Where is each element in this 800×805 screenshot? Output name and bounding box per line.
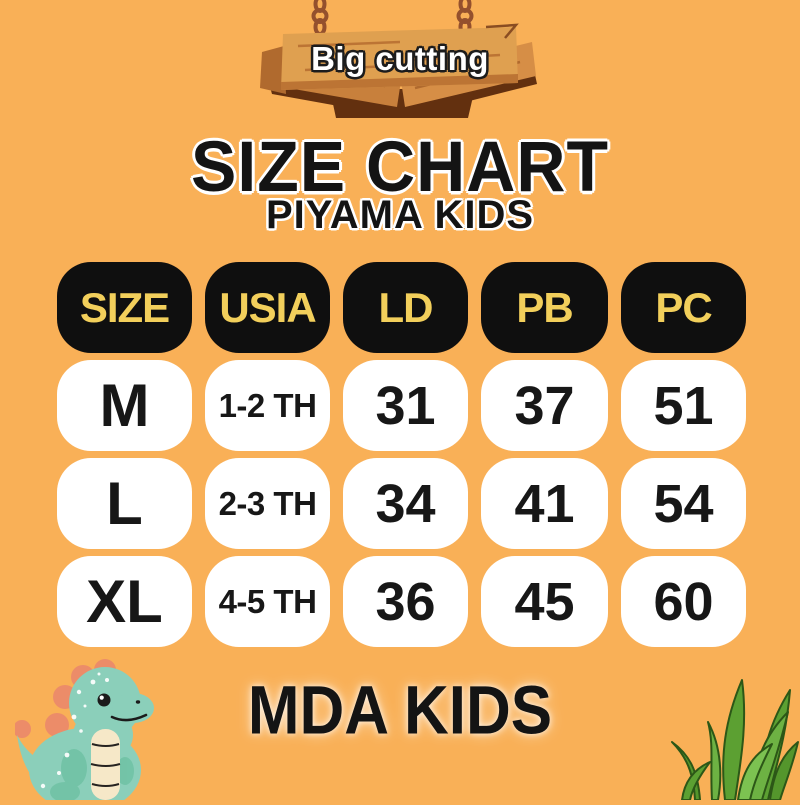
header-cell-size: SIZE (57, 262, 192, 353)
cell-pc-l: 54 (621, 458, 746, 549)
cell-ld-xl: 36 (343, 556, 468, 647)
header-cell-ld: LD (343, 262, 468, 353)
header-cell-usia: USIA (205, 262, 330, 353)
cell-pc-xl: 60 (621, 556, 746, 647)
wooden-sign (250, 0, 550, 128)
cell-usia-l: 2-3 TH (205, 458, 330, 549)
brand-name: MDA KIDS (247, 673, 553, 749)
page-title: SIZE CHART (191, 127, 609, 207)
cell-size-m: M (57, 360, 192, 451)
dinosaur-icon (13, 655, 215, 805)
cell-pc-m: 51 (621, 360, 746, 451)
size-chart-table: SIZE USIA LD PB PC M 1-2 TH 31 37 51 L 2… (57, 262, 747, 647)
sign-label: Big cutting (311, 40, 489, 77)
cell-pb-l: 41 (481, 458, 608, 549)
grass-icon (670, 660, 800, 801)
cell-pb-xl: 45 (481, 556, 608, 647)
cell-pb-m: 37 (481, 360, 608, 451)
cell-size-xl: XL (57, 556, 192, 647)
cell-ld-l: 34 (343, 458, 468, 549)
header-cell-pc: PC (621, 262, 746, 353)
wooden-sign-graphic (260, 0, 537, 118)
cell-usia-m: 1-2 TH (205, 360, 330, 451)
cell-ld-m: 31 (343, 360, 468, 451)
cell-size-l: L (57, 458, 192, 549)
header-cell-pb: PB (481, 262, 608, 353)
page-subtitle: PIYAMA KIDS (265, 193, 535, 237)
cell-usia-xl: 4-5 TH (205, 556, 330, 647)
